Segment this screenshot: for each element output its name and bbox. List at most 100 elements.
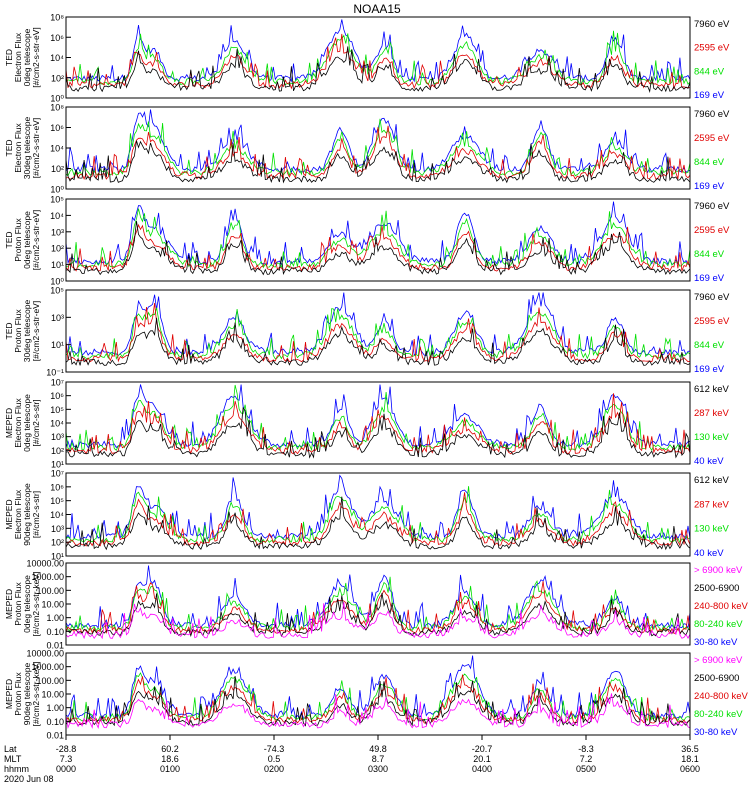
panel-6: 10¹ 10² 10³ 10⁴ 10⁵ 10⁶ 10⁷ MEPED Electron Flux 9… — [4, 469, 730, 562]
y-axis-label-line: MEPED — [4, 408, 14, 438]
y-tick-label: 10⁰ — [50, 185, 64, 195]
legend-entry: > 6900 keV — [694, 565, 743, 576]
series-80-240-kev — [66, 672, 690, 722]
series-30-80-kev — [66, 655, 690, 720]
series-2500-6900 — [66, 675, 690, 727]
y-tick-label: 10.00 — [41, 600, 64, 610]
y-tick-label: 10² — [51, 244, 64, 254]
legend-entry: 7960 eV — [694, 109, 730, 120]
series-40-kev — [66, 384, 690, 450]
series-169-ev — [66, 201, 690, 266]
x-tick-label: 8.7 — [372, 754, 385, 764]
legend-entry: 130 keV — [694, 432, 730, 443]
panel-1: 10⁰ 10² 10⁴ 10⁶ 10⁸ TED Electron Flux 0deg tele… — [4, 13, 730, 104]
y-tick-label: 10³ — [51, 524, 64, 534]
y-tick-label: 1000.00 — [31, 662, 64, 672]
y-axis-label-line: Proton Flux — [13, 309, 23, 353]
x-row-name: MLT — [4, 754, 22, 764]
y-tick-label: 10⁸ — [50, 13, 64, 23]
legend-entry: 80-240 keV — [694, 709, 743, 720]
y-tick-label: 0.10 — [46, 627, 64, 637]
x-tick-label: 49.8 — [369, 744, 387, 754]
y-axis-label-line: [#/cm2-s-str] — [31, 399, 41, 446]
x-row-name: hhmm — [4, 764, 29, 774]
y-tick-label: 10⁴ — [50, 419, 64, 429]
y-axis-label-line: Electron Flux — [13, 489, 23, 539]
y-axis-label-line: Electron Flux — [13, 122, 23, 172]
panel-8-traces — [66, 655, 690, 729]
legend-entry: 2595 eV — [694, 316, 730, 327]
y-axis-label-line: 30deg telescope — [22, 117, 32, 180]
legend-entry: 2595 eV — [694, 225, 730, 236]
y-axis-label-line: [#/cm2-s-str-eV] — [31, 27, 41, 87]
legend-entry: 844 eV — [694, 157, 725, 168]
legend-entry: 2595 eV — [694, 43, 730, 54]
panel-4-traces — [66, 292, 690, 366]
y-tick-label: 10² — [51, 446, 64, 456]
series-2595-ev — [66, 303, 690, 363]
y-tick-label: 10² — [51, 538, 64, 548]
y-tick-label: 10000.00 — [26, 649, 64, 659]
panel-7-frame — [65, 562, 691, 646]
x-tick-label: 0600 — [680, 764, 700, 774]
y-tick-label: 10⁴ — [50, 510, 64, 520]
legend-entry: 80-240 keV — [694, 619, 743, 630]
y-tick-label: 10⁵ — [50, 496, 64, 506]
legend-entry: 844 eV — [694, 249, 725, 260]
y-axis-label-line: 0deg telescope — [22, 575, 32, 633]
y-tick-label: 10⁶ — [50, 123, 64, 133]
legend-entry: 2500-6900 — [694, 673, 739, 684]
legend-entry: > 6900 keV — [694, 655, 743, 666]
y-tick-label: 10⁴ — [50, 211, 64, 221]
y-axis-label-line: TED — [4, 232, 14, 249]
y-axis-label-line: MEPED — [4, 589, 14, 619]
y-tick-label: 10000.00 — [26, 559, 64, 569]
panel-7: 0.01 0.10 1.00 10.00 100.00 1000.00 10000.00 ME… — [4, 559, 749, 651]
y-tick-label: 10⁵ — [50, 286, 64, 296]
series-169-ev — [66, 19, 690, 83]
y-tick-label: 10⁷ — [51, 469, 64, 479]
y-axis-label-line: 0deg telescope — [22, 394, 32, 452]
panel-5-traces — [66, 384, 690, 459]
series-612-kev — [66, 496, 690, 551]
series-80-240-kev — [66, 576, 690, 632]
series-612-kev — [66, 406, 690, 459]
y-axis-label-line: 0deg telescope — [22, 28, 32, 86]
panel-7-traces — [66, 565, 690, 640]
legend-entry: 169 eV — [694, 364, 725, 375]
x-tick-label: 36.5 — [681, 744, 699, 754]
y-axis-label-line: 90deg telescope — [22, 483, 32, 546]
series-844-ev — [66, 307, 690, 360]
series-287-kev — [66, 492, 690, 547]
legend-entry: 130 keV — [694, 524, 730, 535]
series-844-ev — [66, 30, 690, 86]
x-tick-label: 7.3 — [60, 754, 73, 764]
y-tick-label: 10³ — [51, 227, 64, 237]
y-tick-label: 10² — [51, 164, 64, 174]
y-axis-label-line: MEPED — [4, 499, 14, 529]
panel-4: 10⁻¹ 10¹ 10³ 10⁵ TED Proton Flux 30deg telesco… — [4, 286, 730, 378]
series-240-800-kev — [66, 581, 690, 635]
y-tick-label: 10⁶ — [50, 482, 64, 492]
x-tick-label: 0200 — [264, 764, 284, 774]
panel-6-traces — [66, 474, 690, 551]
y-tick-label: 10¹ — [51, 552, 64, 562]
series-287-kev — [66, 393, 690, 455]
y-tick-label: 100.00 — [36, 676, 64, 686]
y-tick-label: 10² — [51, 73, 64, 83]
series-7960-ev — [66, 220, 690, 276]
legend-entry: 240-800 keV — [694, 601, 749, 612]
series-130-kev — [66, 486, 690, 544]
y-axis-label-line: [#/cm2-s-str] — [31, 491, 41, 538]
legend-entry: 612 keV — [694, 384, 730, 395]
series-844-ev — [66, 118, 690, 177]
y-tick-label: 10⁴ — [50, 144, 64, 154]
y-axis-label-line: MEPED — [4, 679, 14, 709]
panel-2-frame — [65, 106, 691, 190]
legend-entry: 287 keV — [694, 499, 730, 510]
y-axis-label-line: [#/cm2-s-str-eV] — [31, 210, 41, 270]
legend-entry: 169 eV — [694, 273, 725, 284]
y-tick-label: 10³ — [51, 432, 64, 442]
panel-8: 0.01 0.10 1.00 10.00 100.00 1000.00 10000.00 ME… — [4, 649, 749, 741]
